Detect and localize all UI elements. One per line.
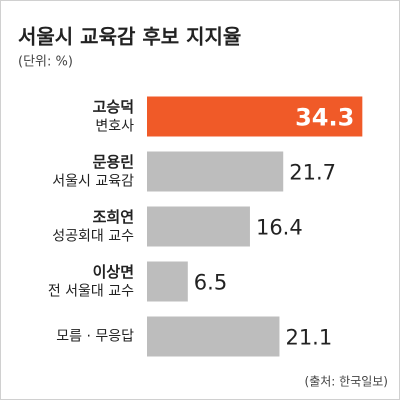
- chart-title: 서울시 교육감 후보 지지율: [18, 25, 241, 49]
- bar: [147, 96, 363, 137]
- category-label: 모름 · 무응답: [56, 329, 134, 345]
- bar: [147, 261, 188, 302]
- category-label: 문용린: [93, 153, 134, 171]
- bar: [147, 151, 284, 192]
- value-label: 16.4: [256, 216, 303, 240]
- value-label: 6.5: [194, 271, 227, 295]
- category-label: 서울시 교육감: [52, 174, 134, 190]
- value-label: 21.7: [289, 161, 336, 185]
- category-label: 변호사: [95, 119, 134, 135]
- source: (출처: 한국일보): [305, 375, 388, 389]
- category-label: 이상면: [93, 263, 134, 281]
- chart-subtitle: (단위: %): [18, 55, 73, 70]
- value-label: 34.3: [295, 104, 354, 132]
- category-label: 고승덕: [93, 98, 134, 116]
- category-label: 전 서울대 교수: [48, 284, 134, 300]
- bar: [147, 206, 250, 247]
- value-label: 21.1: [285, 326, 332, 350]
- category-label: 성공회대 교수: [52, 229, 134, 245]
- category-label: 조희연: [93, 208, 134, 226]
- bar: [147, 316, 280, 357]
